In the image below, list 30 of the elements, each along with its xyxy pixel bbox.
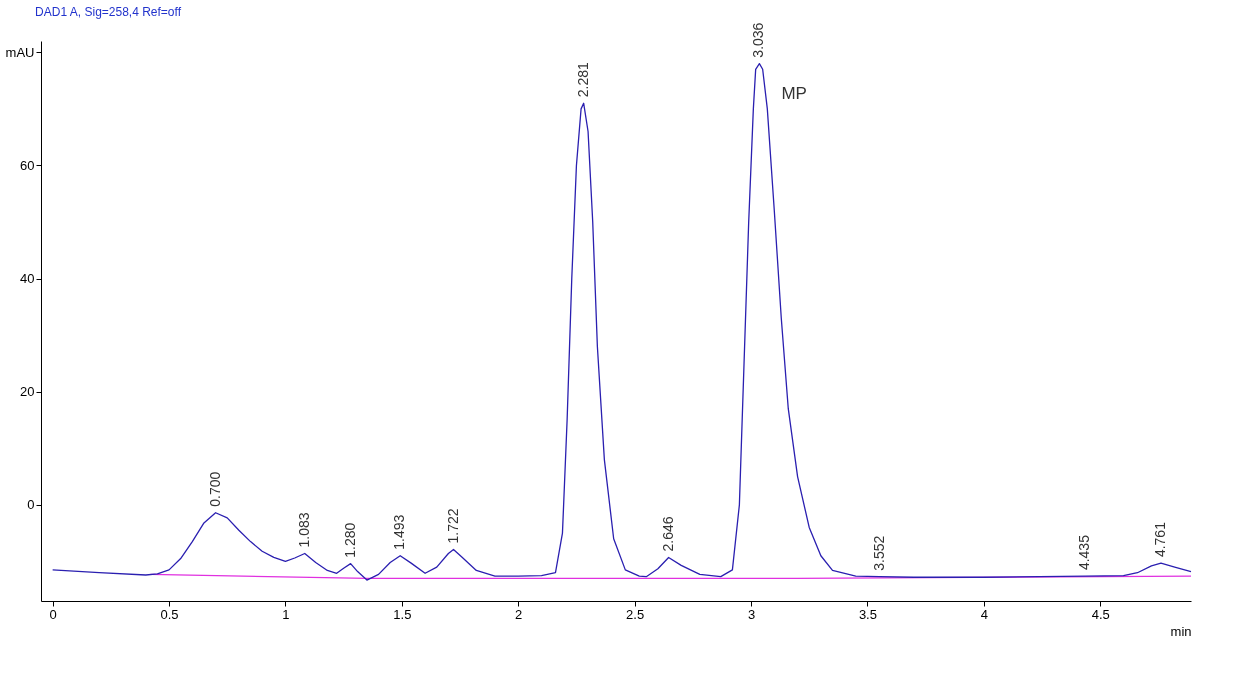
- x-tick-label: 2: [515, 606, 523, 622]
- annotation: 2.281: [574, 61, 591, 98]
- x-tick-label: 4.5: [1091, 606, 1110, 622]
- annotation: 4.761: [1151, 521, 1168, 558]
- annotation: 0.700: [206, 471, 223, 507]
- x-tick-label: 4: [980, 606, 988, 622]
- x-tick-label: 3: [747, 606, 756, 622]
- x-tick-label: 1.5: [393, 606, 412, 622]
- x-tick-label: 1: [282, 606, 290, 622]
- annotation: 2.646: [659, 516, 676, 552]
- y-tick-label: 40: [20, 271, 35, 287]
- annotation: 4.435: [1076, 534, 1093, 571]
- y-tick-label: 60: [20, 157, 35, 173]
- chart-title: DAD1 A, Sig=258,4 Ref=off: [35, 4, 182, 19]
- y-tick-label: mAU: [5, 44, 35, 60]
- annotation: 1.083: [295, 512, 312, 548]
- annotation: 1.493: [391, 514, 408, 550]
- annotation: 3.036: [750, 22, 767, 58]
- annotation: 1.722: [444, 508, 461, 544]
- x-tick-label: 3.5: [858, 606, 877, 622]
- annotation: 3.552: [870, 535, 887, 571]
- y-tick-label: 0: [27, 497, 35, 513]
- x-axis-title: min: [1170, 623, 1192, 639]
- y-tick-label: 20: [20, 384, 35, 400]
- x-tick-label: 0: [49, 606, 57, 622]
- line-series: [51, 62, 1192, 581]
- annotation: MP: [781, 83, 807, 103]
- x-tick-label: 0.5: [160, 606, 179, 622]
- annotation: 1.280: [341, 522, 358, 558]
- x-tick-label: 2.5: [626, 606, 645, 622]
